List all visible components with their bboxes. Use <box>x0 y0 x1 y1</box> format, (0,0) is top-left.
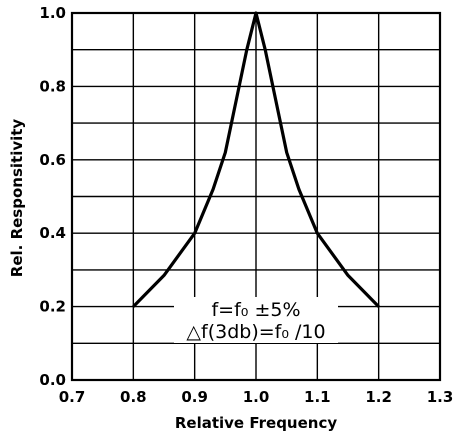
plot-border <box>70 11 442 382</box>
x-tick-label: 1.2 <box>365 388 392 406</box>
x-tick-label: 1.1 <box>304 388 331 406</box>
x-axis-label: Relative Frequency <box>175 414 337 432</box>
plot-frame <box>70 11 442 382</box>
x-tick-labels: 0.7 0.8 0.9 1.0 1.1 1.2 1.3 <box>59 388 454 406</box>
annotation-box <box>174 297 338 343</box>
x-tick-label: 1.0 <box>243 388 270 406</box>
y-tick-label: 0.8 <box>39 77 66 95</box>
annotation-line-2: △f(3db)=f₀ /10 <box>186 321 325 343</box>
annotation-line-1: f=f₀ ±5% <box>211 299 300 321</box>
y-tick-label: 0.6 <box>39 151 66 169</box>
x-tick-label: 0.9 <box>181 388 208 406</box>
y-tick-label: 0.0 <box>39 371 66 389</box>
y-tick-labels: 0.0 0.2 0.4 0.6 0.8 1.0 <box>39 4 66 389</box>
x-tick-label: 0.7 <box>59 388 86 406</box>
y-axis-label: Rel. Responsitivity <box>8 119 26 278</box>
y-tick-label: 1.0 <box>39 4 66 22</box>
x-tick-label: 0.8 <box>120 388 147 406</box>
grid <box>72 13 440 380</box>
x-tick-label: 1.3 <box>427 388 454 406</box>
y-tick-label: 0.2 <box>39 298 66 316</box>
y-tick-label: 0.4 <box>39 224 66 242</box>
